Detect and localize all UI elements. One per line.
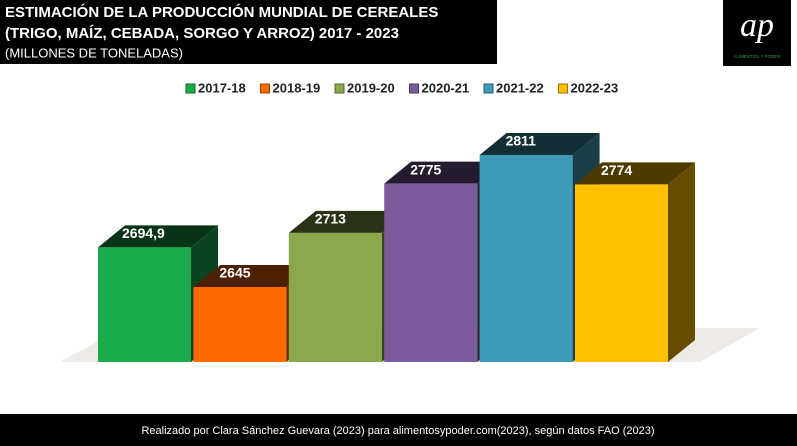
bar-top: [193, 265, 314, 287]
chart-title: (TRIGO, MAÍZ, CEBADA, SORGO Y ARROZ) 201…: [5, 25, 399, 42]
legend-label: 2022-23: [571, 80, 619, 95]
bar: [384, 183, 478, 362]
value-label: 2775: [410, 161, 441, 177]
bar: [193, 287, 287, 362]
footer: Realizado por Clara Sánchez Guevara (202…: [141, 425, 654, 437]
legend-label: 2017-18: [198, 80, 246, 95]
legend-swatch: [558, 83, 568, 94]
plot: 2017-18 2018-19 2019-20 2020-21 2021-22 2022-…: [98, 80, 695, 362]
logo-box: [723, 0, 791, 66]
value-label: 2694,9: [122, 225, 165, 241]
bar-top: [479, 133, 600, 155]
bar: [479, 155, 573, 362]
value-label: 2774: [601, 162, 632, 178]
legend-swatch: [483, 83, 494, 94]
bar-top: [288, 210, 409, 233]
chart-subtitle: (MILLONES DE TONELADAS): [5, 45, 183, 60]
logo-text: ALIMENTOS Y PODER: [733, 54, 781, 59]
value-label: 2713: [315, 211, 346, 227]
legend-swatch: [409, 83, 419, 94]
bar: [98, 247, 191, 362]
logo-mark: ap: [740, 7, 774, 44]
legend-label: 2021-22: [496, 80, 544, 95]
legend-swatch: [185, 83, 196, 94]
legend-label: 2018-19: [273, 80, 321, 95]
bar: [288, 232, 382, 362]
title-box: [0, 0, 497, 64]
legend-swatch: [334, 83, 345, 94]
footer-box: [0, 414, 797, 446]
legend-label: 2020-21: [422, 80, 470, 95]
bar-top: [98, 225, 218, 248]
value-label: 2645: [219, 265, 250, 281]
legend-label: 2019-20: [347, 80, 395, 95]
bar-top: [384, 161, 505, 184]
bar-side: [668, 162, 695, 362]
bar-top: [575, 162, 695, 185]
legend-swatch: [260, 83, 270, 94]
chart-title: ESTIMACIÓN DE LA PRODUCCIÓN MUNDIAL DE C…: [5, 3, 438, 21]
bar: [575, 184, 668, 362]
value-label: 2811: [506, 133, 537, 149]
